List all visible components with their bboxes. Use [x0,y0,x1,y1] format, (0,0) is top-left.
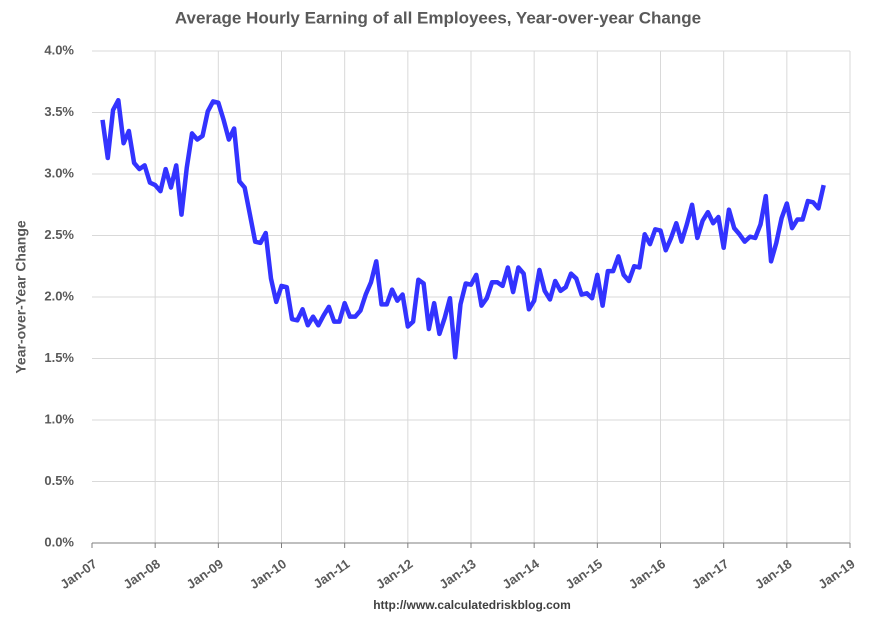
y-tick-label: 1.0% [44,411,74,426]
chart-title: Average Hourly Earning of all Employees,… [175,8,701,27]
y-tick-label: 0.5% [44,473,74,488]
x-tick-label: Jan-09 [184,556,226,592]
x-tick-label: Jan-16 [626,556,668,592]
x-tick-label: Jan-17 [689,556,731,592]
x-tick-label: Jan-18 [752,556,794,592]
x-tick-label: Jan-08 [121,556,163,592]
y-axis-label: Year-over-Year Change [13,220,29,374]
x-tick-label: Jan-14 [500,556,543,592]
x-tick-label: Jan-10 [247,556,289,592]
x-tick-label: Jan-12 [373,556,415,592]
y-tick-label: 3.0% [44,165,74,180]
y-tick-label: 0.0% [44,534,74,549]
x-tick-label: Jan-15 [563,556,605,592]
y-tick-label: 3.5% [44,104,74,119]
y-tick-label: 4.0% [44,42,74,57]
x-tick-label: Jan-11 [311,556,353,592]
y-tick-label: 2.0% [44,288,74,303]
source: http://www.calculatedriskblog.com [373,598,571,612]
x-tick-label: Jan-19 [815,556,857,592]
x-tick-label: Jan-07 [57,556,99,592]
y-tick-label: 2.5% [44,227,74,242]
x-tick-label: Jan-13 [436,556,478,592]
data-line [100,97,826,360]
y-tick-label: 1.5% [44,350,74,365]
